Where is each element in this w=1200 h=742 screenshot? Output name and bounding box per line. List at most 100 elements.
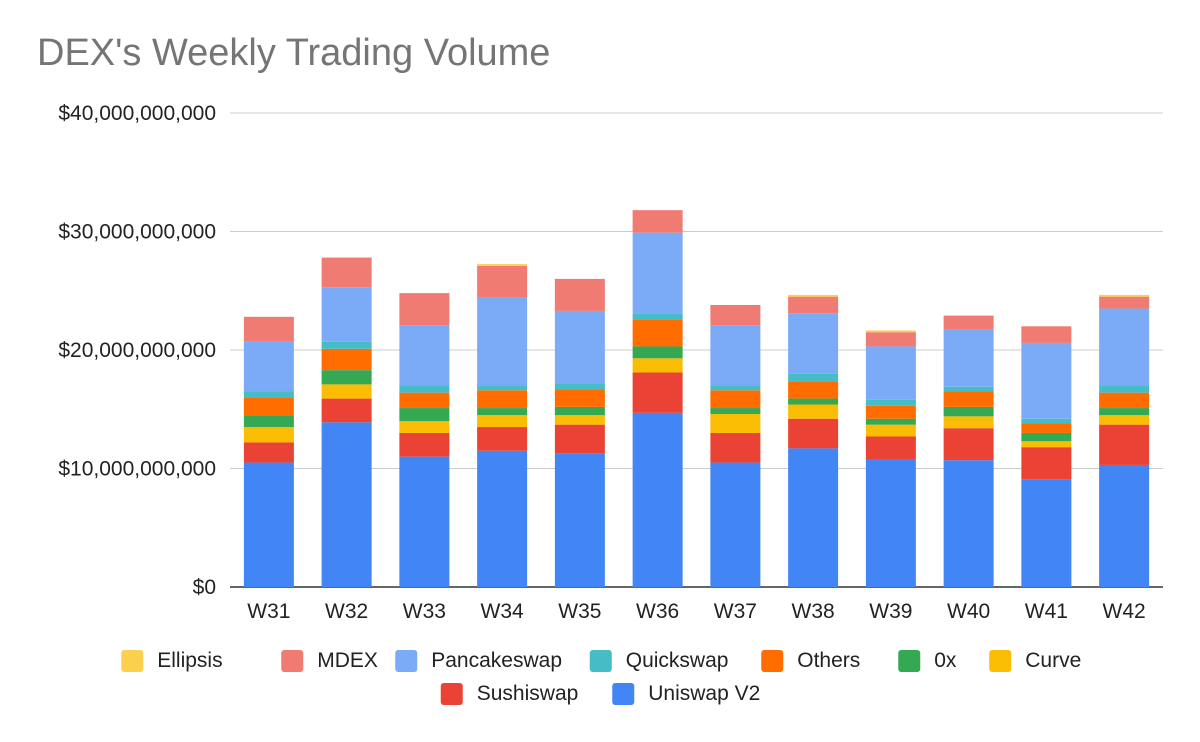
bar-segment-uniswap-v2 bbox=[321, 422, 372, 587]
bar-segment-quickswap bbox=[399, 385, 450, 393]
y-tick-label: $10,000,000,000 bbox=[58, 458, 216, 481]
bar-segment-ellipsis bbox=[477, 264, 528, 266]
bar-segment-mdex bbox=[1099, 296, 1150, 309]
bar-segment-curve bbox=[1099, 415, 1150, 425]
bar-segment-pancakeswap bbox=[943, 329, 994, 387]
bar-segment-mdex bbox=[943, 315, 994, 330]
legend-label: Others bbox=[797, 649, 860, 672]
bar-segment-ellipsis bbox=[865, 330, 916, 333]
x-tick-label: W42 bbox=[1103, 600, 1146, 623]
bar-segment-quickswap bbox=[710, 385, 761, 391]
bar-segment-others bbox=[943, 391, 994, 407]
bar-segment-uniswap-v2 bbox=[399, 456, 450, 587]
y-tick-label: $40,000,000,000 bbox=[58, 102, 216, 125]
bar-segment-quickswap bbox=[788, 373, 839, 382]
legend-swatch bbox=[440, 683, 463, 705]
y-axis-tick-labels: $0 $10,000,000,000 $20,000,000,000 $30,000,… bbox=[58, 102, 216, 599]
bar-segment-others bbox=[554, 389, 605, 407]
bar-segment-0x bbox=[477, 408, 528, 416]
bar-segment-mdex bbox=[554, 278, 605, 311]
bar-segment-uniswap-v2 bbox=[710, 462, 761, 587]
legend-swatch bbox=[121, 650, 144, 672]
bar-segment-ellipsis bbox=[788, 294, 839, 297]
bar-segment-quickswap bbox=[1021, 418, 1072, 424]
bar-segment-ellipsis bbox=[1099, 294, 1150, 297]
gridlines bbox=[230, 112, 1163, 588]
bar-segment-pancakeswap bbox=[554, 310, 605, 384]
bar-segment-mdex bbox=[399, 293, 450, 326]
bar-segment-sushiswap bbox=[399, 432, 450, 457]
bar-segment-quickswap bbox=[554, 383, 605, 390]
bar-segment-uniswap-v2 bbox=[865, 459, 916, 587]
bar-segment-sushiswap bbox=[865, 436, 916, 460]
bar-segment-0x bbox=[321, 370, 372, 385]
legend-swatch bbox=[898, 650, 921, 672]
bar-segment-0x bbox=[1021, 432, 1072, 442]
bar-segment-pancakeswap bbox=[243, 341, 294, 392]
legend-label: Sushiswap bbox=[477, 682, 579, 705]
bar-segment-sushiswap bbox=[1021, 447, 1072, 480]
x-tick-label: W33 bbox=[403, 600, 446, 623]
bar-segment-mdex bbox=[710, 304, 761, 326]
bar-segment-others bbox=[710, 390, 761, 409]
legend-label: Curve bbox=[1025, 649, 1081, 672]
legend-swatch bbox=[612, 683, 635, 705]
bar-segment-0x bbox=[943, 406, 994, 417]
bar-segment-pancakeswap bbox=[865, 346, 916, 400]
bar-segment-curve bbox=[710, 413, 761, 433]
x-tick-label: W37 bbox=[714, 600, 757, 623]
chart-title: DEX's Weekly Trading Volume bbox=[37, 32, 551, 74]
bar-segment-sushiswap bbox=[710, 432, 761, 463]
bar-segment-0x bbox=[243, 415, 294, 428]
bar-segment-quickswap bbox=[865, 399, 916, 406]
bar-segment-0x bbox=[865, 418, 916, 425]
bar-segment-sushiswap bbox=[477, 427, 528, 451]
bars bbox=[243, 210, 1150, 587]
bar-segment-sushiswap bbox=[632, 372, 683, 413]
bar-segment-curve bbox=[477, 415, 528, 428]
legend-swatch bbox=[761, 650, 784, 672]
bar-segment-uniswap-v2 bbox=[1021, 479, 1072, 587]
x-tick-label: W31 bbox=[247, 600, 290, 623]
bar-segment-others bbox=[1021, 423, 1072, 433]
bar-segment-curve bbox=[321, 384, 372, 399]
x-tick-label: W32 bbox=[325, 600, 368, 623]
bar-segment-curve bbox=[243, 427, 294, 443]
bar-segment-curve bbox=[943, 416, 994, 429]
bar-segment-sushiswap bbox=[788, 418, 839, 449]
x-tick-label: W38 bbox=[792, 600, 835, 623]
bar-segment-curve bbox=[554, 415, 605, 425]
bar-segment-mdex bbox=[321, 257, 372, 288]
x-tick-label: W35 bbox=[558, 600, 601, 623]
bar-segment-others bbox=[788, 381, 839, 399]
bar-segment-quickswap bbox=[632, 313, 683, 320]
bar-segment-mdex bbox=[632, 210, 683, 233]
bar-segment-quickswap bbox=[321, 341, 372, 349]
bar-segment-quickswap bbox=[477, 385, 528, 391]
bar-segment-pancakeswap bbox=[1099, 308, 1150, 386]
bar-segment-curve bbox=[632, 358, 683, 373]
bar-segment-curve bbox=[788, 404, 839, 419]
legend: Ellipsis MDEX Pancakeswap Quickswap Others 0x… bbox=[121, 649, 1081, 705]
bar-segment-pancakeswap bbox=[710, 325, 761, 386]
bar-segment-sushiswap bbox=[554, 424, 605, 454]
bar-segment-others bbox=[865, 405, 916, 419]
legend-swatch bbox=[395, 650, 418, 672]
bar-segment-others bbox=[632, 319, 683, 347]
y-tick-label: $0 bbox=[193, 576, 216, 599]
bar-segment-others bbox=[477, 390, 528, 409]
bar-segment-pancakeswap bbox=[788, 313, 839, 374]
bar-segment-mdex bbox=[243, 316, 294, 342]
bar-segment-uniswap-v2 bbox=[477, 450, 528, 587]
bar-segment-uniswap-v2 bbox=[632, 412, 683, 587]
bar-segment-mdex bbox=[788, 296, 839, 314]
legend-label: Pancakeswap bbox=[431, 649, 562, 672]
x-tick-label: W34 bbox=[481, 600, 525, 623]
bar-segment-uniswap-v2 bbox=[1099, 464, 1150, 587]
x-axis-tick-labels: W31 W32 W33 W34 W35 W36 W37 W38 W39 W40 W41 W42 bbox=[247, 600, 1145, 623]
bar-segment-curve bbox=[399, 421, 450, 433]
legend-label: MDEX bbox=[317, 649, 378, 672]
bar-segment-curve bbox=[865, 424, 916, 437]
bar-segment-0x bbox=[399, 408, 450, 422]
bar-segment-pancakeswap bbox=[1021, 342, 1072, 419]
